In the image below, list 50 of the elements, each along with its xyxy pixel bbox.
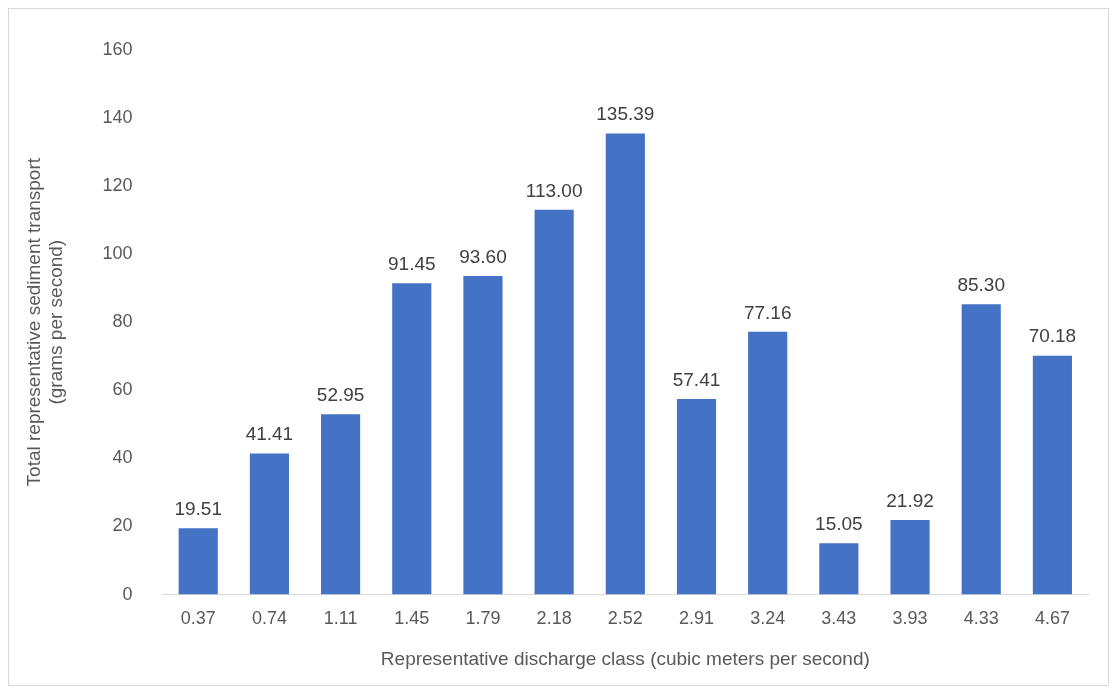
bar <box>321 414 361 595</box>
y-tick-label: 140 <box>102 106 133 127</box>
x-tick-label: 1.79 <box>465 608 501 629</box>
bar <box>819 543 859 595</box>
data-label: 77.16 <box>743 301 792 323</box>
x-tick-label: 1.45 <box>394 608 430 629</box>
x-tick-label: 3.43 <box>821 608 857 629</box>
data-label: 85.30 <box>957 273 1005 295</box>
x-tick-label: 1.11 <box>323 608 358 629</box>
y-tick-label: 100 <box>102 243 133 264</box>
bar <box>178 528 218 595</box>
bar <box>961 304 1001 595</box>
y-tick-label: 40 <box>112 447 133 468</box>
y-tick-label: 20 <box>112 515 133 536</box>
bar <box>605 133 645 595</box>
x-tick-label: 2.18 <box>536 608 572 629</box>
y-tick-label: 120 <box>102 174 133 195</box>
bar <box>463 275 503 595</box>
data-label: 135.39 <box>596 103 655 125</box>
bar <box>534 209 574 595</box>
x-tick-label: 4.33 <box>963 608 999 629</box>
bar <box>392 283 432 595</box>
x-tick-label: 0.37 <box>180 608 216 629</box>
data-label: 15.05 <box>815 513 863 535</box>
data-label: 21.92 <box>886 489 934 511</box>
data-label: 91.45 <box>388 252 436 274</box>
data-label: 57.41 <box>672 368 721 390</box>
data-label: 52.95 <box>316 384 365 406</box>
x-tick-label: 2.91 <box>678 608 715 629</box>
x-tick-label: 3.93 <box>892 608 928 629</box>
data-label: 93.60 <box>459 245 507 267</box>
data-label: 41.41 <box>245 423 294 445</box>
x-tick-label: 4.67 <box>1034 608 1070 629</box>
bar <box>676 399 717 595</box>
data-label: 70.18 <box>1028 325 1077 347</box>
y-tick-label: 60 <box>112 379 133 400</box>
x-axis-title: Representative discharge class (cubic meters per second) <box>380 647 870 669</box>
y-axis-title: Total representative sediment transport (grams per second) <box>22 157 67 487</box>
y-tick-label: 0 <box>122 583 133 604</box>
bar <box>890 519 930 595</box>
bar <box>249 453 289 595</box>
y-tick-label: 160 <box>102 38 133 59</box>
y-tick-label: 80 <box>112 311 133 332</box>
bar <box>748 331 788 595</box>
bar <box>1032 355 1072 595</box>
x-tick-label: 0.74 <box>251 608 287 629</box>
data-label: 113.00 <box>525 179 583 201</box>
x-tick-label: 2.52 <box>607 608 643 629</box>
data-label: 19.51 <box>174 497 222 519</box>
x-tick-label: 3.24 <box>750 608 786 629</box>
